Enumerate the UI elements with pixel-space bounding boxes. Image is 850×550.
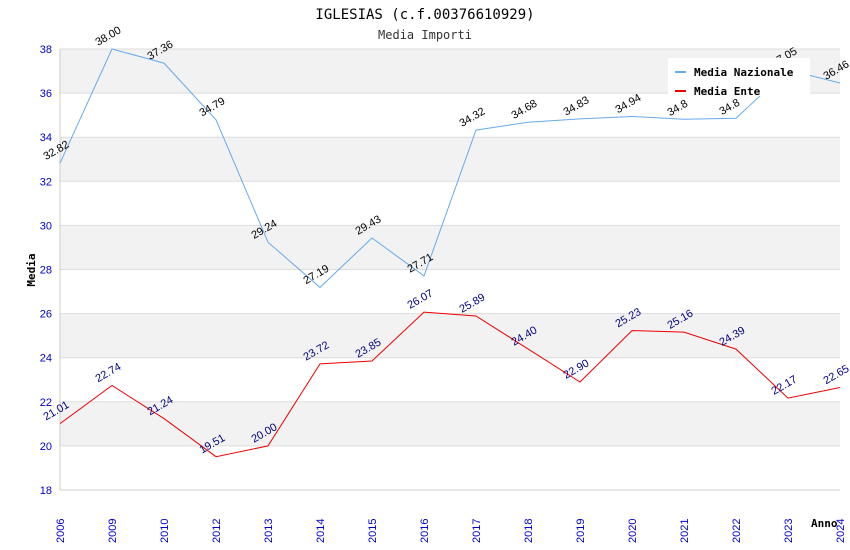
x-tick-label: 2019 <box>575 519 587 543</box>
y-tick-label: 28 <box>40 265 52 277</box>
x-tick-label: 2020 <box>627 519 639 543</box>
grid-band <box>60 137 840 182</box>
x-tick-label: 2018 <box>523 519 535 543</box>
x-axis-ticks: 2006 2009 2010 2012 2013 2014 2015 2016 2017 2018… <box>55 519 847 543</box>
legend-label: Media Nazionale <box>694 66 794 79</box>
y-axis-ticks: 18 20 22 24 26 28 30 32 34 36 38 <box>40 44 52 497</box>
grid-bands <box>60 49 840 490</box>
chart-subtitle: Media Importi <box>378 28 472 42</box>
chart-title: IGLESIAS (c.f.00376610929) <box>315 7 534 23</box>
x-tick-label: 2014 <box>315 519 327 543</box>
grid-lines <box>59 48 840 491</box>
grid-band <box>60 313 840 358</box>
x-tick-label: 2022 <box>731 519 743 543</box>
x-tick-label: 2017 <box>471 519 483 543</box>
y-tick-label: 34 <box>40 132 52 144</box>
series-lines <box>59 48 841 458</box>
x-tick-label: 2024 <box>835 519 847 543</box>
grid-band <box>60 445 840 490</box>
grid-band <box>60 269 840 314</box>
x-tick-label: 2012 <box>211 519 223 543</box>
legend: Media Nazionale Media Ente <box>668 58 810 98</box>
legend-label: Media Ente <box>694 85 761 98</box>
x-tick-label: 2015 <box>367 519 379 543</box>
y-tick-label: 24 <box>40 353 52 365</box>
series-line-media-nazionale <box>59 48 841 289</box>
y-axis-label: Media <box>25 253 38 286</box>
x-tick-label: 2013 <box>263 519 275 543</box>
y-tick-label: 18 <box>40 485 52 497</box>
x-tick-label: 2009 <box>107 519 119 543</box>
y-tick-label: 32 <box>40 176 52 188</box>
grid-band <box>60 357 840 402</box>
legend-box <box>668 58 810 96</box>
x-tick-label: 2006 <box>55 519 67 543</box>
y-tick-label: 22 <box>40 397 52 409</box>
y-tick-label: 38 <box>40 44 52 56</box>
data-label: 38.00 <box>94 24 124 48</box>
grid-band <box>60 93 840 138</box>
x-tick-label: 2010 <box>159 519 171 543</box>
series-line-media-ente <box>59 311 841 458</box>
grid-band <box>60 401 840 446</box>
grid-band <box>60 225 840 270</box>
x-tick-label: 2016 <box>419 519 431 543</box>
y-tick-label: 20 <box>40 441 52 453</box>
y-tick-label: 30 <box>40 220 52 232</box>
x-tick-label: 2023 <box>783 519 795 543</box>
x-tick-label: 2021 <box>679 519 691 543</box>
y-tick-label: 26 <box>40 309 52 321</box>
y-tick-label: 36 <box>40 88 52 100</box>
x-axis-label: Anno <box>811 517 838 530</box>
